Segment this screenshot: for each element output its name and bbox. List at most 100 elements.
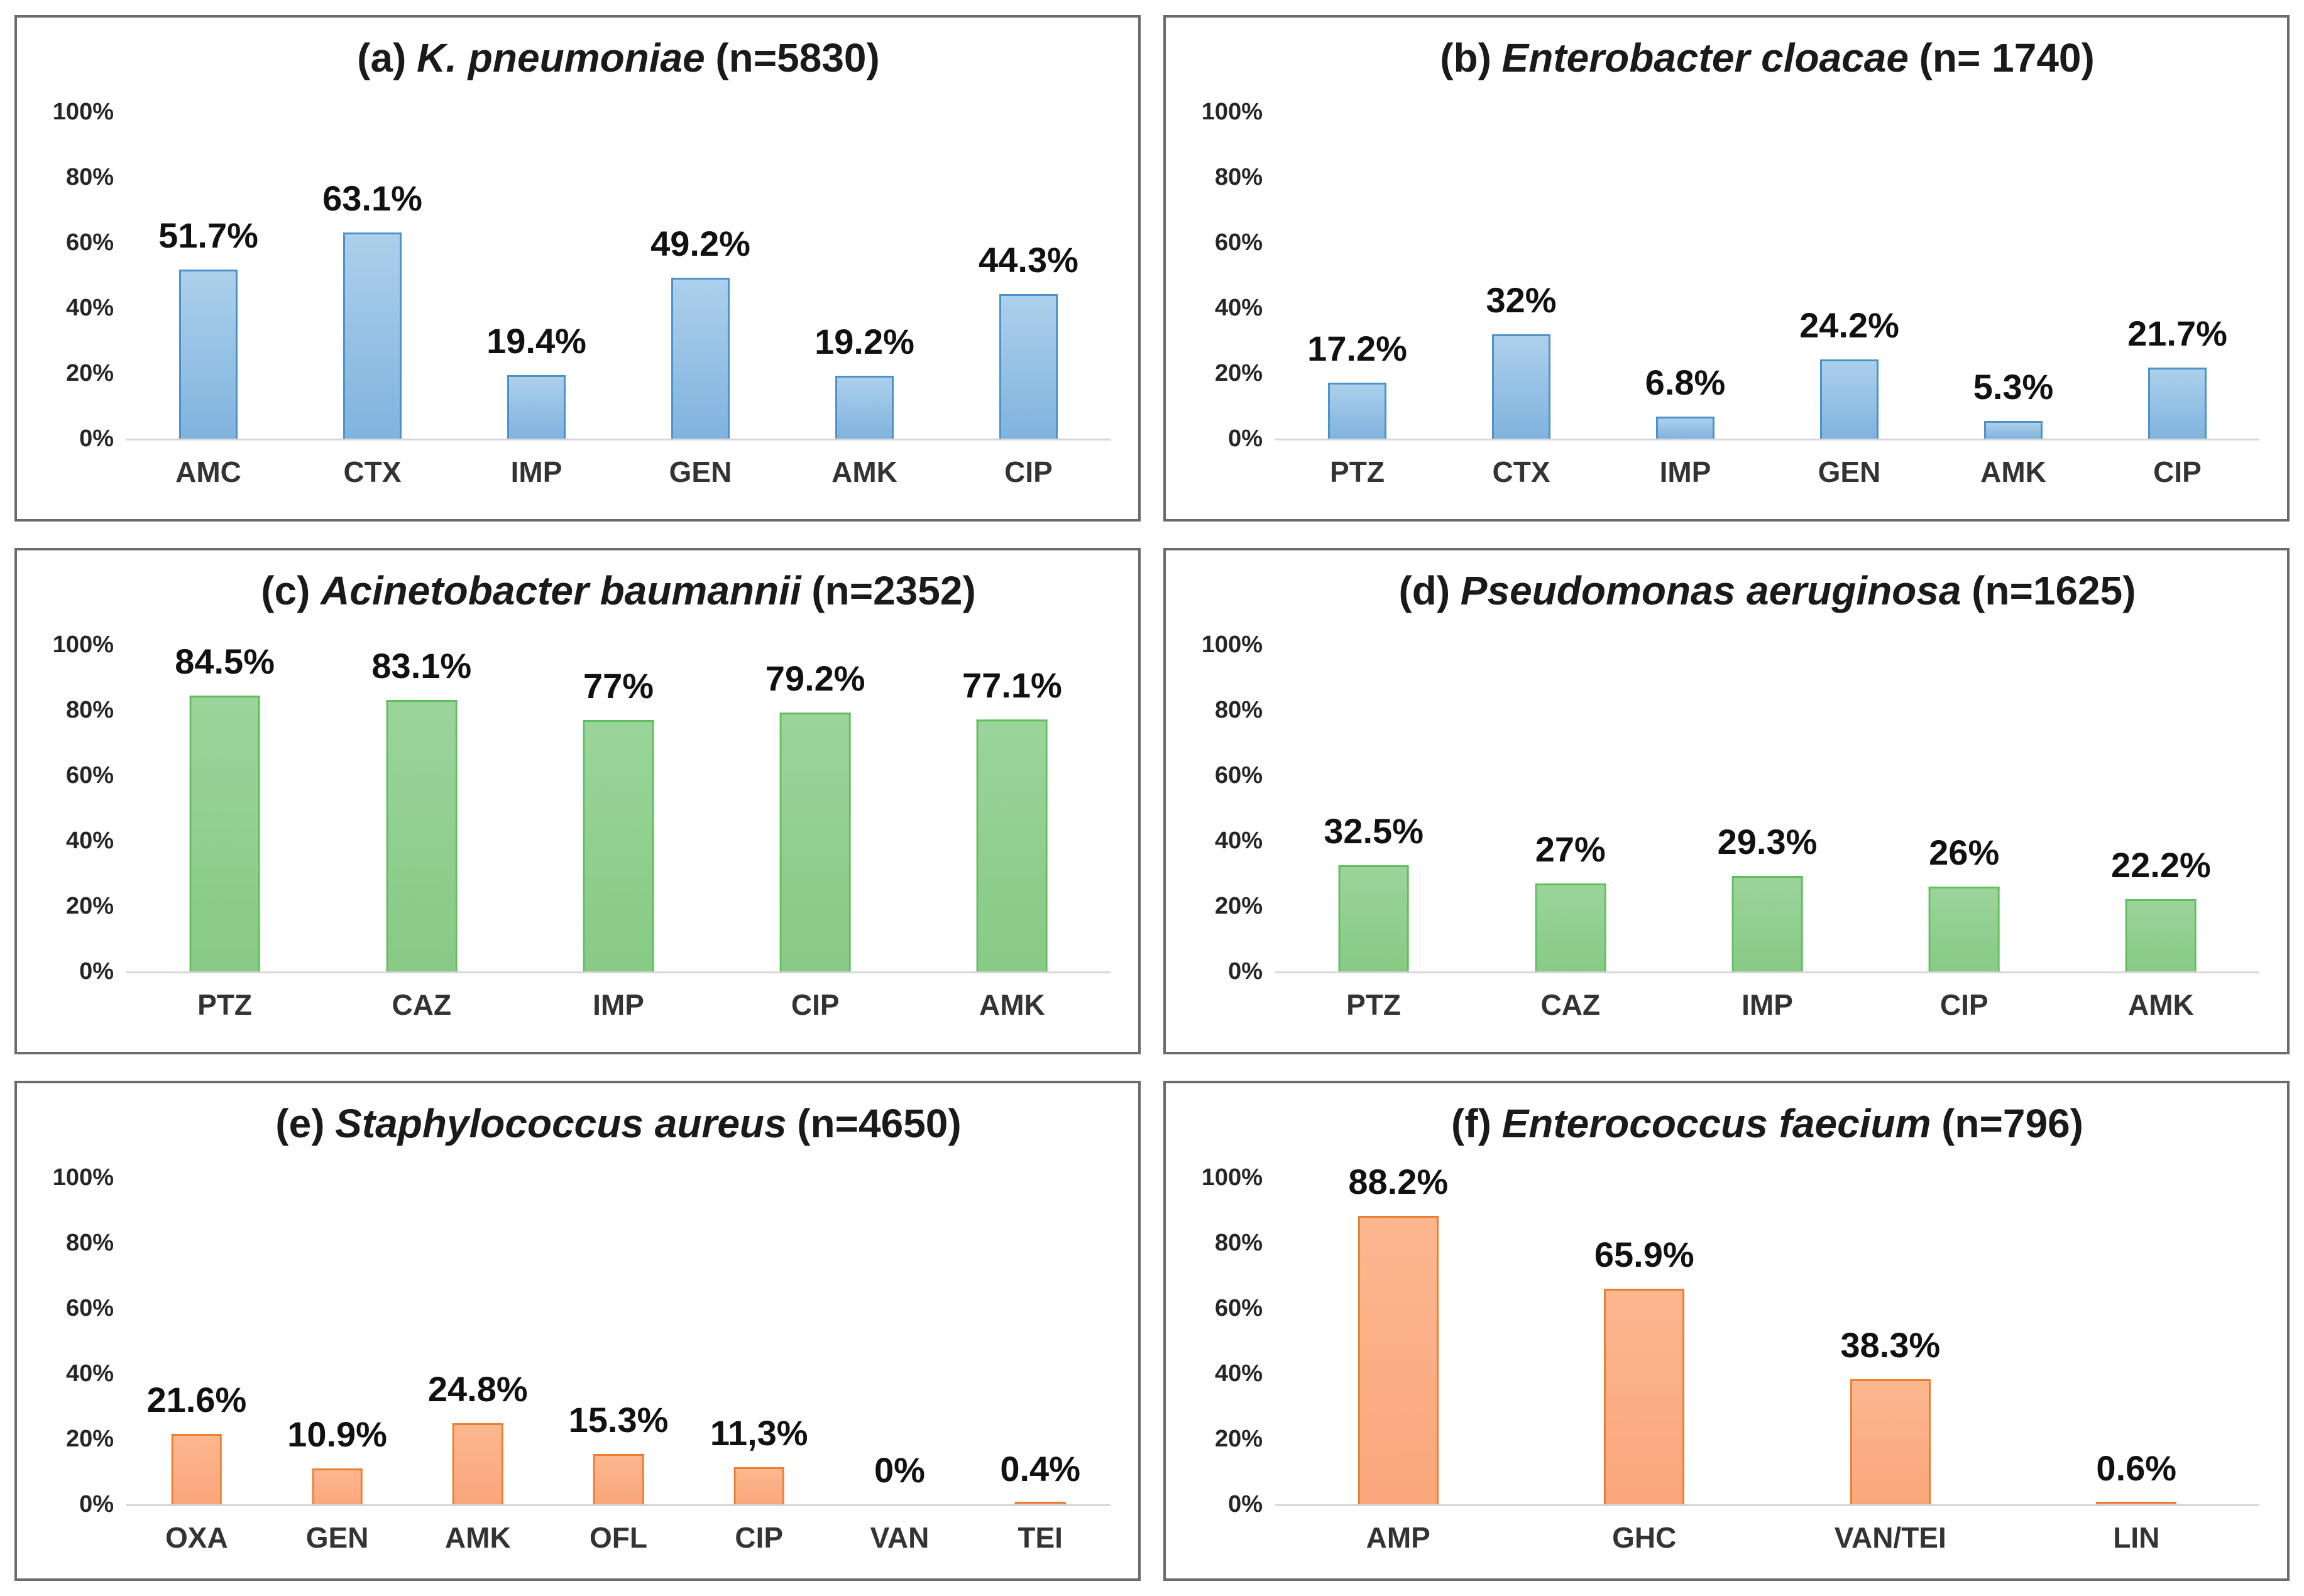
panel-letter: (c) <box>261 568 310 613</box>
bar-ptz <box>189 695 260 971</box>
x-category-label: CAZ <box>1540 988 1601 1021</box>
bar-amk <box>1983 421 2043 439</box>
plot-area: 84.5% PTZ 83.1% CAZ 77% IMP 79.2% CIP 77.1% AMK <box>126 643 1111 1019</box>
bar-value-label: 29.3% <box>1717 821 1818 861</box>
chart-area: 100% 80% 60% 40% 20% 0% 88.2% AMP 65.9% GHC 38.3%… <box>1181 1164 2260 1552</box>
bar-value-label: 0% <box>874 1450 925 1490</box>
species-name: Pseudomonas aeruginosa <box>1460 568 1961 613</box>
species-name: K. pneumoniae <box>417 35 705 80</box>
y-axis: 100% 80% 60% 40% 20% 0% <box>1181 100 1263 451</box>
y-tick-label: 80% <box>65 697 114 723</box>
y-tick-label: 20% <box>65 360 114 386</box>
bar-value-label: 26% <box>1929 832 2000 872</box>
bar-imp <box>583 719 654 971</box>
y-tick-label: 100% <box>1201 99 1263 125</box>
bar-value-label: 79.2% <box>765 659 865 699</box>
bar-slot: 29.3% IMP <box>1669 645 1865 1019</box>
y-tick-label: 100% <box>52 1164 114 1191</box>
bar-value-label: 88.2% <box>1348 1162 1449 1202</box>
bar-amk <box>835 376 894 439</box>
bar-imp <box>1655 416 1715 439</box>
bar-value-label: 44.3% <box>979 239 1078 280</box>
x-category-label: AMK <box>979 988 1045 1021</box>
sample-count: (n= 1740) <box>1919 35 2095 80</box>
y-tick-label: 0% <box>79 1491 114 1517</box>
bar-slot: 26% CIP <box>1866 645 2063 1019</box>
bar-slot: 19.4% IMP <box>454 112 618 486</box>
y-tick-label: 60% <box>65 229 114 256</box>
bar-slot: 21.6% OXA <box>126 1178 267 1552</box>
y-tick-label: 40% <box>1214 1360 1263 1387</box>
y-tick-label: 0% <box>79 958 114 985</box>
bar-slot: 32.5% PTZ <box>1275 645 1472 1020</box>
panel-letter: (b) <box>1440 35 1491 80</box>
y-tick-label: 40% <box>1214 295 1263 321</box>
x-category-label: AMC <box>175 456 241 488</box>
x-category-label: CIP <box>1939 988 1989 1021</box>
y-axis: 100% 80% 60% 40% 20% 0% <box>1181 1166 1263 1516</box>
y-tick-label: 100% <box>1201 631 1263 658</box>
bar-slot: 11,3% CIP <box>689 1178 830 1552</box>
bar-value-label: 15.3% <box>568 1400 669 1440</box>
bar-slot: 88.2% AMP <box>1275 1164 1522 1552</box>
species-name: Staphylococcus aureus <box>335 1101 787 1146</box>
x-category-label: PTZ <box>1330 456 1385 488</box>
bar-ptz <box>1327 382 1387 439</box>
x-category-label: LIN <box>2113 1521 2160 1554</box>
bar-value-label: 65.9% <box>1594 1235 1694 1275</box>
plot-area: 32.5% PTZ 27% CAZ 29.3% IMP 26% CIP 22.2% AMK <box>1275 645 2259 1020</box>
bar-amk <box>2126 899 2197 971</box>
x-category-label: TEI <box>1018 1521 1063 1554</box>
bar-slot: 77.1% AMK <box>914 645 1111 1019</box>
chart-area: 100% 80% 60% 40% 20% 0% 21.6% OXA 10.9% GEN 24.8%… <box>32 1166 1111 1552</box>
bar-slot: 65.9% GHC <box>1522 1178 1768 1552</box>
chart-area: 100% 80% 60% 40% 20% 0% 32.5% PTZ 27% CAZ 29.3% IM… <box>1181 633 2259 1020</box>
x-category-label: CIP <box>791 988 840 1021</box>
bar-value-label: 24.8% <box>427 1369 528 1409</box>
bar-value-label: 63.1% <box>322 178 422 218</box>
species-name: Acinetobacter baumannii <box>321 568 801 613</box>
panel-c-acinetobacter-baumannii: (c) Acinetobacter baumannii (n=2352) 100% 8… <box>14 548 1141 1054</box>
species-name: Enterobacter cloacae <box>1501 35 1909 80</box>
x-category-label: CIP <box>2153 456 2202 488</box>
sample-count: (n=4650) <box>797 1101 962 1146</box>
bar-slot: 27% CAZ <box>1472 645 1669 1019</box>
y-tick-label: 20% <box>1214 1426 1263 1452</box>
chart-area: 100% 80% 60% 40% 20% 0% 84.5% PTZ 83.1% CAZ 77% IM… <box>32 633 1111 1019</box>
panel-d-pseudomonas-aeruginosa: (d) Pseudomonas aeruginosa (n=1625) 100% 80… <box>1163 548 2290 1054</box>
x-category-label: IMP <box>1742 988 1793 1021</box>
bar-ofl <box>593 1454 644 1504</box>
bar-value-label: 0.6% <box>2096 1448 2177 1488</box>
x-category-label: PTZ <box>1346 988 1402 1021</box>
y-axis: 100% 80% 60% 40% 20% 0% <box>32 1166 114 1516</box>
x-category-label: GEN <box>1818 456 1881 488</box>
plot-area: 17.2% PTZ 32% CTX 6.8% IMP 24.2% GEN 5.3% AMK 21.7… <box>1275 112 2259 486</box>
bar-cip <box>999 293 1058 439</box>
bar-value-label: 17.2% <box>1307 328 1407 368</box>
x-category-label: CIP <box>1004 456 1053 488</box>
bar-slot: 77% IMP <box>520 645 716 1019</box>
bar-slot: 0.6% LIN <box>2014 1178 2260 1552</box>
y-tick-label: 100% <box>52 631 114 658</box>
bar-value-label: 10.9% <box>287 1414 387 1455</box>
bar-tei <box>1014 1502 1066 1504</box>
x-category-label: OXA <box>165 1521 228 1554</box>
bar-slot: 24.8% AMK <box>407 1178 548 1552</box>
bar-slot: 21.7% CIP <box>2095 112 2259 486</box>
bar-lin <box>2096 1502 2177 1504</box>
panel-letter: (d) <box>1398 568 1451 613</box>
bar-value-label: 22.2% <box>2111 844 2211 885</box>
bar-slot: 79.2% CIP <box>717 645 914 1019</box>
bar-slot: 0.4% TEI <box>970 1178 1111 1552</box>
x-category-label: AMK <box>2128 988 2194 1021</box>
bar-amc <box>178 270 238 439</box>
bar-value-label: 27% <box>1535 829 1606 869</box>
bar-slot: 38.3% VAN/TEI <box>1767 1178 2014 1552</box>
panel-f-enterococcus-faecium: (f) Enterococcus faecium (n=796) 100% 80% 60… <box>1163 1081 2290 1581</box>
x-category-label: CIP <box>735 1521 784 1554</box>
bar-gen <box>1819 359 1879 439</box>
y-tick-label: 100% <box>1201 1164 1263 1191</box>
y-tick-label: 80% <box>1214 1230 1263 1256</box>
bar-value-label: 51.7% <box>158 216 258 256</box>
